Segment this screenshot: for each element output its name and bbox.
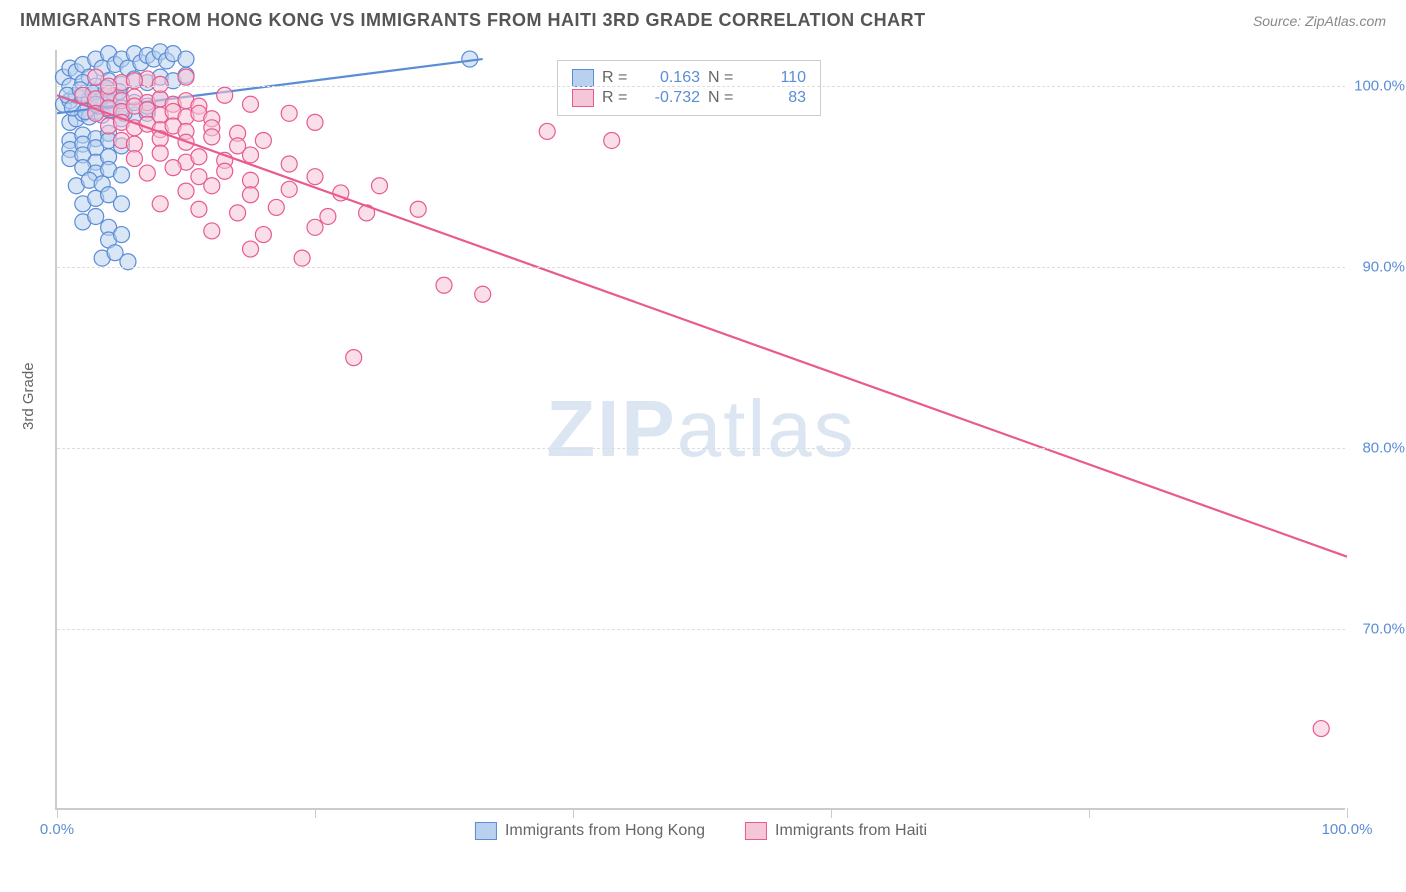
scatter-point <box>152 145 168 161</box>
scatter-point <box>372 178 388 194</box>
header: IMMIGRANTS FROM HONG KONG VS IMMIGRANTS … <box>0 0 1406 36</box>
scatter-point <box>217 163 233 179</box>
scatter-point <box>178 69 194 85</box>
scatter-point <box>165 160 181 176</box>
scatter-point <box>152 76 168 92</box>
scatter-point <box>475 286 491 302</box>
legend-swatch <box>572 89 594 107</box>
legend-row: R = 0.163 N = 110 <box>572 69 806 87</box>
scatter-point <box>255 227 271 243</box>
scatter-point <box>307 219 323 235</box>
chart-area: ZIPatlas R =0.163N =110R =-0.732N =83 Im… <box>55 50 1345 810</box>
trend-line <box>57 95 1347 556</box>
scatter-point <box>346 350 362 366</box>
y-tick-label: 70.0% <box>1362 621 1405 638</box>
n-value: 110 <box>746 69 806 87</box>
scatter-point <box>307 114 323 130</box>
x-tick <box>315 808 316 818</box>
scatter-point <box>320 208 336 224</box>
scatter-point <box>114 227 130 243</box>
x-tick <box>57 808 58 818</box>
x-tick <box>1347 808 1348 818</box>
x-tick <box>1089 808 1090 818</box>
n-value: 83 <box>746 89 806 107</box>
scatter-point <box>178 183 194 199</box>
source-label: Source: ZipAtlas.com <box>1253 13 1386 29</box>
legend-label: Immigrants from Haiti <box>775 822 927 840</box>
scatter-point <box>88 208 104 224</box>
bottom-legend-item: Immigrants from Hong Kong <box>475 822 705 840</box>
n-label: N = <box>708 89 738 107</box>
gridline <box>57 448 1345 449</box>
x-tick <box>831 808 832 818</box>
scatter-point <box>539 123 555 139</box>
gridline <box>57 267 1345 268</box>
scatter-point <box>281 105 297 121</box>
legend-label: Immigrants from Hong Kong <box>505 822 705 840</box>
scatter-point <box>126 151 142 167</box>
scatter-point <box>114 167 130 183</box>
scatter-point <box>307 169 323 185</box>
r-value: -0.732 <box>640 89 700 107</box>
bottom-legend-item: Immigrants from Haiti <box>745 822 927 840</box>
scatter-point <box>604 132 620 148</box>
n-label: N = <box>708 69 738 87</box>
scatter-point <box>204 223 220 239</box>
scatter-point <box>217 87 233 103</box>
scatter-point <box>243 96 259 112</box>
scatter-point <box>410 201 426 217</box>
scatter-plot-svg <box>57 50 1345 808</box>
scatter-point <box>243 147 259 163</box>
scatter-point <box>230 205 246 221</box>
x-tick-label: 0.0% <box>40 821 74 838</box>
y-axis-label: 3rd Grade <box>20 362 37 430</box>
x-tick-label: 100.0% <box>1322 821 1373 838</box>
r-label: R = <box>602 89 632 107</box>
legend-swatch <box>572 69 594 87</box>
scatter-point <box>178 51 194 67</box>
scatter-point <box>114 196 130 212</box>
x-tick <box>573 808 574 818</box>
bottom-legend: Immigrants from Hong Kong Immigrants from… <box>475 822 927 840</box>
scatter-point <box>281 156 297 172</box>
gridline <box>57 86 1345 87</box>
scatter-point <box>126 136 142 152</box>
legend-swatch <box>475 822 497 840</box>
y-tick-label: 90.0% <box>1362 259 1405 276</box>
legend-row: R = -0.732 N = 83 <box>572 89 806 107</box>
scatter-point <box>204 178 220 194</box>
scatter-point <box>1313 721 1329 737</box>
scatter-point <box>191 201 207 217</box>
legend-swatch <box>745 822 767 840</box>
scatter-point <box>243 241 259 257</box>
scatter-point <box>243 187 259 203</box>
stats-legend-box: R = 0.163 N = 110 R = -0.732 N = 83 <box>557 60 821 116</box>
scatter-point <box>204 129 220 145</box>
scatter-point <box>281 181 297 197</box>
scatter-point <box>152 196 168 212</box>
scatter-point <box>191 149 207 165</box>
r-label: R = <box>602 69 632 87</box>
scatter-point <box>243 172 259 188</box>
scatter-point <box>436 277 452 293</box>
y-tick-label: 80.0% <box>1362 440 1405 457</box>
y-tick-label: 100.0% <box>1354 78 1405 95</box>
scatter-point <box>139 165 155 181</box>
chart-title: IMMIGRANTS FROM HONG KONG VS IMMIGRANTS … <box>20 10 926 31</box>
scatter-point <box>294 250 310 266</box>
scatter-point <box>268 199 284 215</box>
gridline <box>57 629 1345 630</box>
r-value: 0.163 <box>640 69 700 87</box>
scatter-point <box>255 132 271 148</box>
